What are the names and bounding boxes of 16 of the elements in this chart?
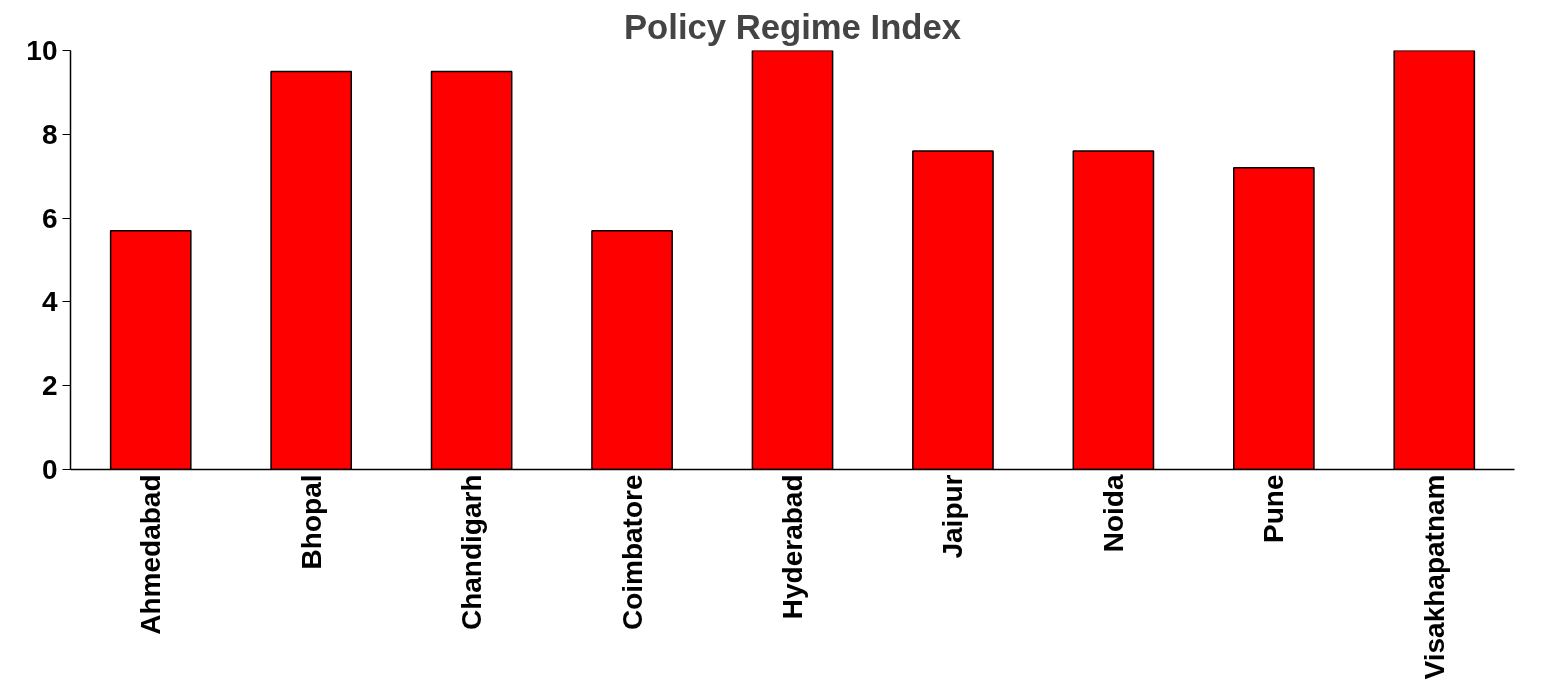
x-tick-label: Pune bbox=[1258, 474, 1290, 543]
x-tick-label: Ahmedabad bbox=[135, 474, 167, 635]
y-tick-label: 2 bbox=[41, 370, 58, 402]
x-tick-label: Visakhapatnam bbox=[1418, 474, 1450, 680]
x-tick-label: Chandigarh bbox=[456, 474, 488, 631]
y-tick-label: 10 bbox=[26, 35, 58, 66]
y-tick-label: 8 bbox=[41, 118, 58, 150]
x-tick-label: Jaipur bbox=[937, 474, 969, 559]
y-tick-label: 4 bbox=[41, 286, 58, 318]
x-tick-label: Noida bbox=[1097, 474, 1129, 553]
x-tick-label: Coimbatore bbox=[616, 474, 648, 631]
x-tick-label: Bhopal bbox=[295, 474, 327, 570]
y-tick-label: 6 bbox=[41, 202, 58, 234]
chart-title: Policy Regime Index bbox=[623, 7, 962, 46]
x-tick-label: Hyderabad bbox=[777, 474, 808, 620]
y-tick-label: 0 bbox=[41, 454, 58, 485]
